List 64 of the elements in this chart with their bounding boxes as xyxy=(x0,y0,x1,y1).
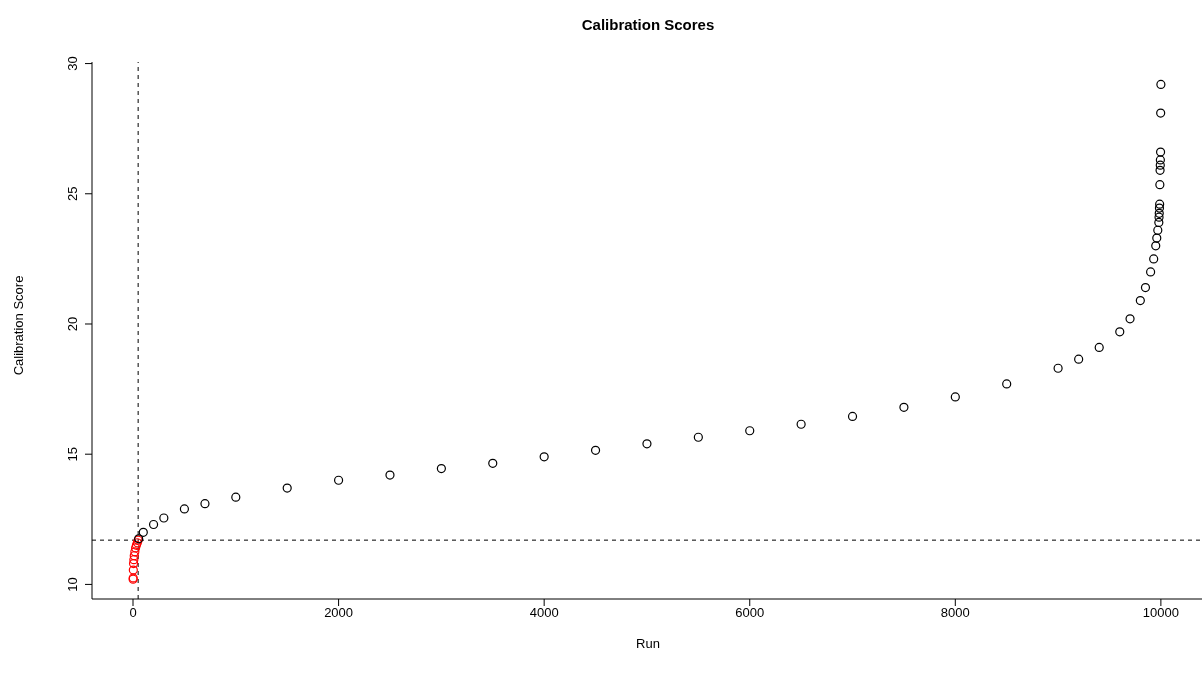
point xyxy=(1154,208,1164,218)
point xyxy=(148,519,159,530)
point xyxy=(1156,108,1166,118)
point xyxy=(488,458,498,468)
point xyxy=(231,492,241,502)
point xyxy=(385,470,395,480)
point xyxy=(1135,295,1145,306)
point xyxy=(1149,254,1159,264)
point xyxy=(1154,203,1165,213)
chart-title: Calibration Scores xyxy=(580,16,716,33)
x-axis-title: Run xyxy=(635,636,661,651)
point xyxy=(1155,147,1166,157)
point xyxy=(1154,212,1164,222)
point xyxy=(159,513,169,523)
y-tick-label: 15 xyxy=(65,446,80,462)
x-tick-label: 2000 xyxy=(324,605,354,621)
point xyxy=(1074,354,1084,364)
point xyxy=(847,411,858,422)
point xyxy=(1155,160,1165,170)
point xyxy=(1153,225,1163,235)
point xyxy=(899,402,909,412)
point xyxy=(333,475,344,485)
point xyxy=(138,527,148,537)
y-tick-label: 25 xyxy=(65,186,80,202)
point xyxy=(642,439,652,449)
point xyxy=(1155,155,1165,165)
point xyxy=(436,463,446,474)
point xyxy=(130,547,140,557)
point xyxy=(129,555,139,565)
point xyxy=(129,551,139,561)
x-tick-label: 0 xyxy=(129,605,137,621)
point xyxy=(590,445,601,455)
x-tick-label: 10000 xyxy=(1142,605,1179,621)
point xyxy=(1156,79,1166,89)
point xyxy=(282,483,292,493)
point xyxy=(1140,282,1151,293)
y-tick-label: 30 xyxy=(65,56,80,71)
y-tick-label: 20 xyxy=(65,316,80,332)
point xyxy=(1155,165,1165,175)
y-tick-label: 10 xyxy=(65,577,80,592)
point xyxy=(1002,379,1012,389)
point xyxy=(1125,314,1135,324)
point xyxy=(693,432,703,442)
point xyxy=(1115,327,1125,337)
point xyxy=(1146,267,1156,277)
x-tick-label: 4000 xyxy=(529,605,559,621)
point xyxy=(128,558,139,569)
y-axis-title: Calibration Score xyxy=(10,274,26,378)
point xyxy=(745,426,755,436)
point xyxy=(1155,199,1165,209)
point xyxy=(179,504,190,514)
x-tick-label: 6000 xyxy=(735,605,765,621)
point xyxy=(539,452,549,462)
point xyxy=(1152,233,1162,243)
point xyxy=(950,392,960,402)
point xyxy=(1151,241,1161,251)
point xyxy=(1155,180,1165,190)
point xyxy=(1094,342,1104,353)
point xyxy=(200,499,210,509)
point xyxy=(1053,363,1063,373)
point xyxy=(796,419,806,429)
x-tick-label: 8000 xyxy=(940,605,970,621)
point xyxy=(1154,217,1164,228)
point xyxy=(128,565,138,575)
